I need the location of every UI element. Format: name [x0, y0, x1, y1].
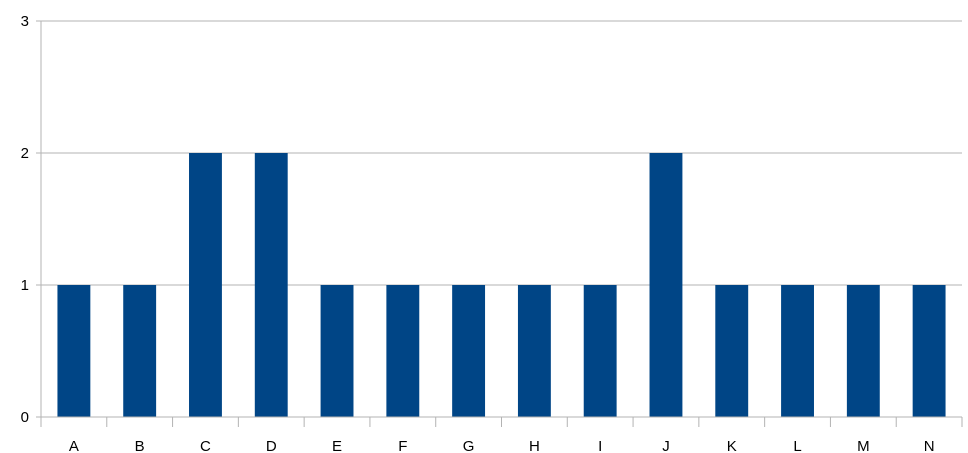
bar-G [452, 285, 486, 417]
y-tick-label: 3 [21, 13, 29, 30]
x-tick-label-J: J [662, 438, 670, 453]
x-tick-label-G: G [463, 438, 475, 453]
bar-L [781, 285, 814, 417]
x-tick-label-K: K [727, 438, 737, 453]
x-tick-label-C: C [200, 438, 211, 453]
bar-K [715, 285, 749, 417]
x-tick-label-L: L [793, 438, 801, 453]
x-tick-label-E: E [332, 438, 342, 453]
x-tick-label-H: H [529, 438, 540, 453]
bar-D [254, 153, 288, 417]
x-tick-label-A: A [69, 438, 79, 453]
x-tick-label-D: D [266, 438, 277, 453]
bar-F [386, 285, 420, 417]
x-tick-label-I: I [598, 438, 602, 453]
axes [36, 20, 963, 427]
y-tick-label: 1 [21, 277, 29, 294]
y-tick-label: 2 [21, 145, 29, 162]
bar-I [583, 285, 617, 417]
bar-M [846, 285, 880, 417]
x-tick-label-M: M [857, 438, 870, 453]
bar-H [517, 285, 551, 417]
bar-A [57, 285, 91, 417]
y-tick-label: 0 [21, 409, 29, 426]
x-tick-label-N: N [924, 438, 935, 453]
bars [57, 153, 946, 417]
bar-E [320, 285, 354, 417]
gridlines [41, 20, 962, 286]
bar-B [123, 285, 157, 417]
tick-labels: 0 1 2 3 A B C D E F G H I J K L M N [21, 13, 935, 453]
bar-N [912, 285, 946, 417]
bar-C [189, 153, 222, 417]
x-tick-label-B: B [135, 438, 145, 453]
x-tick-label-F: F [398, 438, 407, 453]
bar-J [649, 153, 683, 417]
